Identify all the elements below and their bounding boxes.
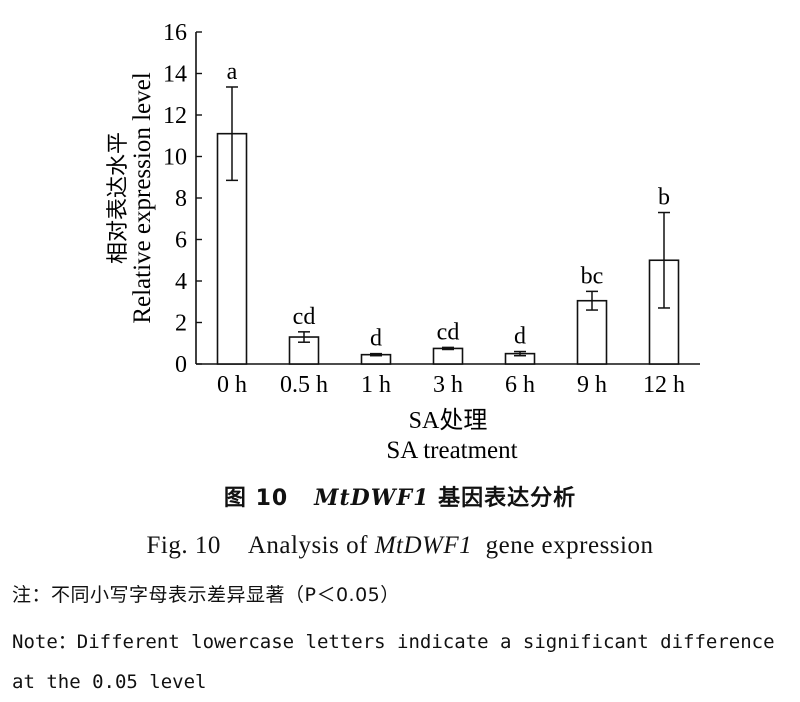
- caption-cn-gene: MtDWF1: [314, 485, 430, 511]
- caption-en-gene: MtDWF1: [374, 532, 473, 559]
- x-tick-label: 1 h: [361, 372, 391, 398]
- chart-axes: 0 2 4 6 8 10 12 14 16: [163, 20, 700, 378]
- figure-caption-cn: 图 10 MtDWF1 基因表达分析: [0, 480, 800, 512]
- bar: [432, 347, 464, 365]
- y-tick-label: 16: [163, 20, 187, 46]
- y-tick-label: 10: [163, 145, 187, 171]
- x-tick-label: 0.5 h: [280, 372, 328, 398]
- caption-en-prefix: Fig. 10: [146, 532, 221, 559]
- caption-en-middle: Analysis of: [247, 532, 368, 559]
- bars-group: a 0 h cd 0.5 h d 1 h cd 3 h d 6 h bc 9 h b 12 h: [216, 59, 685, 398]
- significance-letter: b: [658, 185, 670, 211]
- y-tick-label: 8: [175, 186, 187, 212]
- x-tick-label: 3 h: [433, 372, 463, 398]
- note-cn: 注：不同小写字母表示差异显著（P＜0.05）: [12, 584, 400, 606]
- y-tick-label: 4: [175, 269, 187, 295]
- bar: [576, 299, 608, 365]
- y-tick-label: 6: [175, 228, 187, 254]
- caption-en-suffix: gene expression: [485, 532, 654, 559]
- significance-letter: d: [514, 324, 526, 350]
- y-axis-label-cn: 相对表达水平: [106, 132, 131, 264]
- note-en: Note：Different lowercase letters indicat…: [12, 631, 775, 693]
- significance-letter: cd: [293, 304, 316, 330]
- y-tick-label: 0: [175, 352, 187, 378]
- caption-cn-prefix: 图 10: [223, 486, 289, 511]
- x-axis-label-en: SA treatment: [386, 437, 517, 464]
- x-tick-label: 12 h: [643, 372, 685, 398]
- y-tick-label: 14: [163, 62, 187, 88]
- axis-labels: SA处理 SA treatment 相对表达水平 Relative expres…: [106, 72, 518, 464]
- x-tick-label: 9 h: [577, 372, 607, 398]
- significance-letter: cd: [437, 319, 460, 345]
- y-tick-label: 12: [163, 103, 187, 129]
- significance-letter: d: [370, 326, 382, 352]
- significance-letter: a: [227, 59, 238, 85]
- x-axis-label-cn: SA处理: [409, 407, 488, 434]
- bar-chart: 0 2 4 6 8 10 12 14 16 a 0 h cd 0.5 h d 1 h cd 3 h d 6 h bc…: [106, 20, 700, 464]
- x-tick-label: 0 h: [217, 372, 247, 398]
- x-tick-label: 6 h: [505, 372, 535, 398]
- y-axis-label-en: Relative expression level: [129, 72, 156, 323]
- y-tick-label: 2: [175, 311, 187, 337]
- significance-letter: bc: [581, 263, 604, 289]
- caption-cn-suffix: 基因表达分析: [438, 486, 577, 511]
- figure-caption-en: Fig. 10 Analysis of MtDWF1 gene expressi…: [0, 532, 800, 560]
